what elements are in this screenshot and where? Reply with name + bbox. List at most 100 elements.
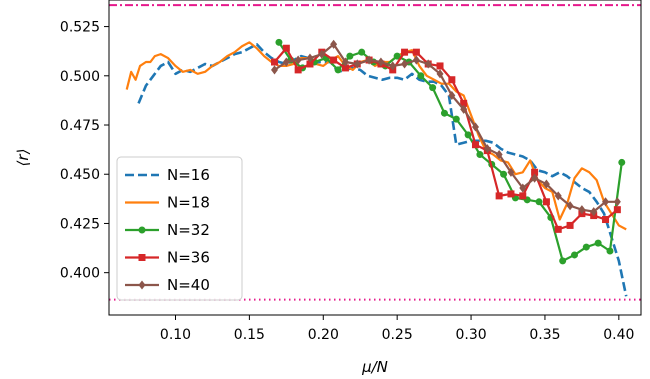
data-point	[138, 254, 146, 261]
reference-lines	[109, 4, 641, 301]
legend-entry: N=16	[125, 166, 210, 184]
x-axis: 0.10 0.15 0.20 0.25 0.30 0.35 0.40	[160, 315, 634, 343]
data-point	[330, 56, 338, 64]
data-point	[578, 205, 586, 215]
plot-frame	[108, 0, 642, 316]
data-point	[334, 66, 342, 74]
data-point	[559, 257, 567, 265]
legend-label: N=36	[167, 249, 210, 267]
x-axis-label: μ/N	[361, 358, 388, 376]
data-point	[571, 251, 578, 259]
data-point	[535, 198, 543, 206]
data-point	[436, 69, 444, 79]
data-point	[519, 192, 527, 200]
data-point	[460, 104, 468, 114]
data-point	[341, 57, 349, 67]
data-point	[554, 191, 562, 201]
data-point	[282, 57, 290, 67]
series-n-16	[137, 42, 628, 297]
data-point	[393, 52, 401, 60]
data-point	[531, 168, 539, 176]
x-tick-label: 0.40	[603, 327, 634, 343]
series-line	[273, 43, 618, 213]
data-point	[471, 141, 479, 149]
data-point	[306, 53, 314, 63]
data-point	[377, 57, 385, 67]
legend-entry: N=40	[125, 276, 210, 294]
data-point	[275, 38, 283, 46]
data-point	[471, 122, 479, 132]
data-point	[602, 216, 610, 224]
legend: N=16 N=18 N=32 N=36 N=40	[116, 156, 243, 301]
data-point	[341, 64, 349, 72]
data-point	[424, 59, 432, 69]
legend-entry: N=32	[125, 221, 210, 239]
series-n-40	[271, 39, 621, 217]
data-point	[460, 99, 468, 107]
y-axis-label: ⟨r⟩	[14, 149, 32, 167]
series-layer	[125, 38, 628, 297]
data-point	[429, 84, 437, 92]
x-tick-label: 0.20	[308, 327, 339, 343]
data-point	[294, 55, 302, 65]
data-point	[495, 149, 503, 160]
data-point	[554, 225, 562, 233]
y-tick-label: 0.450	[60, 167, 100, 183]
data-point	[531, 173, 539, 183]
data-point	[440, 109, 448, 117]
x-tick-label: 0.15	[234, 327, 265, 343]
data-point	[582, 243, 590, 251]
legend-entry: N=36	[125, 249, 210, 267]
y-tick-label: 0.475	[60, 118, 100, 134]
x-tick-label: 0.10	[160, 327, 191, 343]
legend-label: N=16	[167, 166, 210, 184]
data-point	[318, 49, 326, 59]
y-tick-label: 0.425	[60, 216, 100, 232]
data-point	[282, 44, 290, 52]
data-point	[294, 66, 302, 74]
data-point	[618, 158, 626, 166]
data-point	[353, 59, 361, 69]
data-point	[613, 197, 621, 207]
data-point	[365, 55, 373, 65]
data-point	[602, 197, 610, 207]
data-point	[594, 239, 602, 247]
y-axis: 0.400 0.425 0.450 0.475 0.500 0.525	[60, 20, 109, 282]
legend-box	[116, 156, 243, 301]
data-point	[519, 183, 527, 193]
data-point	[483, 144, 491, 154]
data-point	[271, 65, 279, 75]
data-point	[495, 192, 503, 200]
data-point	[452, 115, 460, 123]
data-point	[358, 48, 366, 56]
data-point	[566, 221, 574, 229]
data-point	[542, 179, 550, 189]
data-point	[507, 167, 515, 177]
data-point	[138, 280, 146, 290]
legend-label: N=32	[167, 221, 210, 239]
data-point	[412, 55, 420, 65]
data-point	[476, 151, 484, 159]
data-point	[448, 90, 456, 101]
y-tick-label: 0.400	[60, 266, 100, 282]
data-point	[606, 247, 614, 255]
legend-label: N=18	[167, 194, 210, 212]
data-point	[401, 59, 409, 69]
legend-entry: N=18	[125, 194, 210, 212]
data-point	[566, 201, 574, 211]
series-line	[137, 42, 628, 297]
data-point	[306, 60, 314, 68]
data-point	[330, 39, 338, 49]
data-point	[613, 206, 621, 214]
x-tick-label: 0.25	[382, 327, 413, 343]
data-point	[500, 170, 508, 178]
x-tick-label: 0.30	[455, 327, 486, 343]
data-point	[346, 52, 354, 60]
data-point	[507, 190, 515, 198]
data-point	[412, 48, 420, 56]
data-point	[417, 72, 425, 80]
data-point	[401, 48, 409, 56]
data-point	[138, 226, 146, 234]
y-tick-label: 0.525	[60, 20, 100, 36]
